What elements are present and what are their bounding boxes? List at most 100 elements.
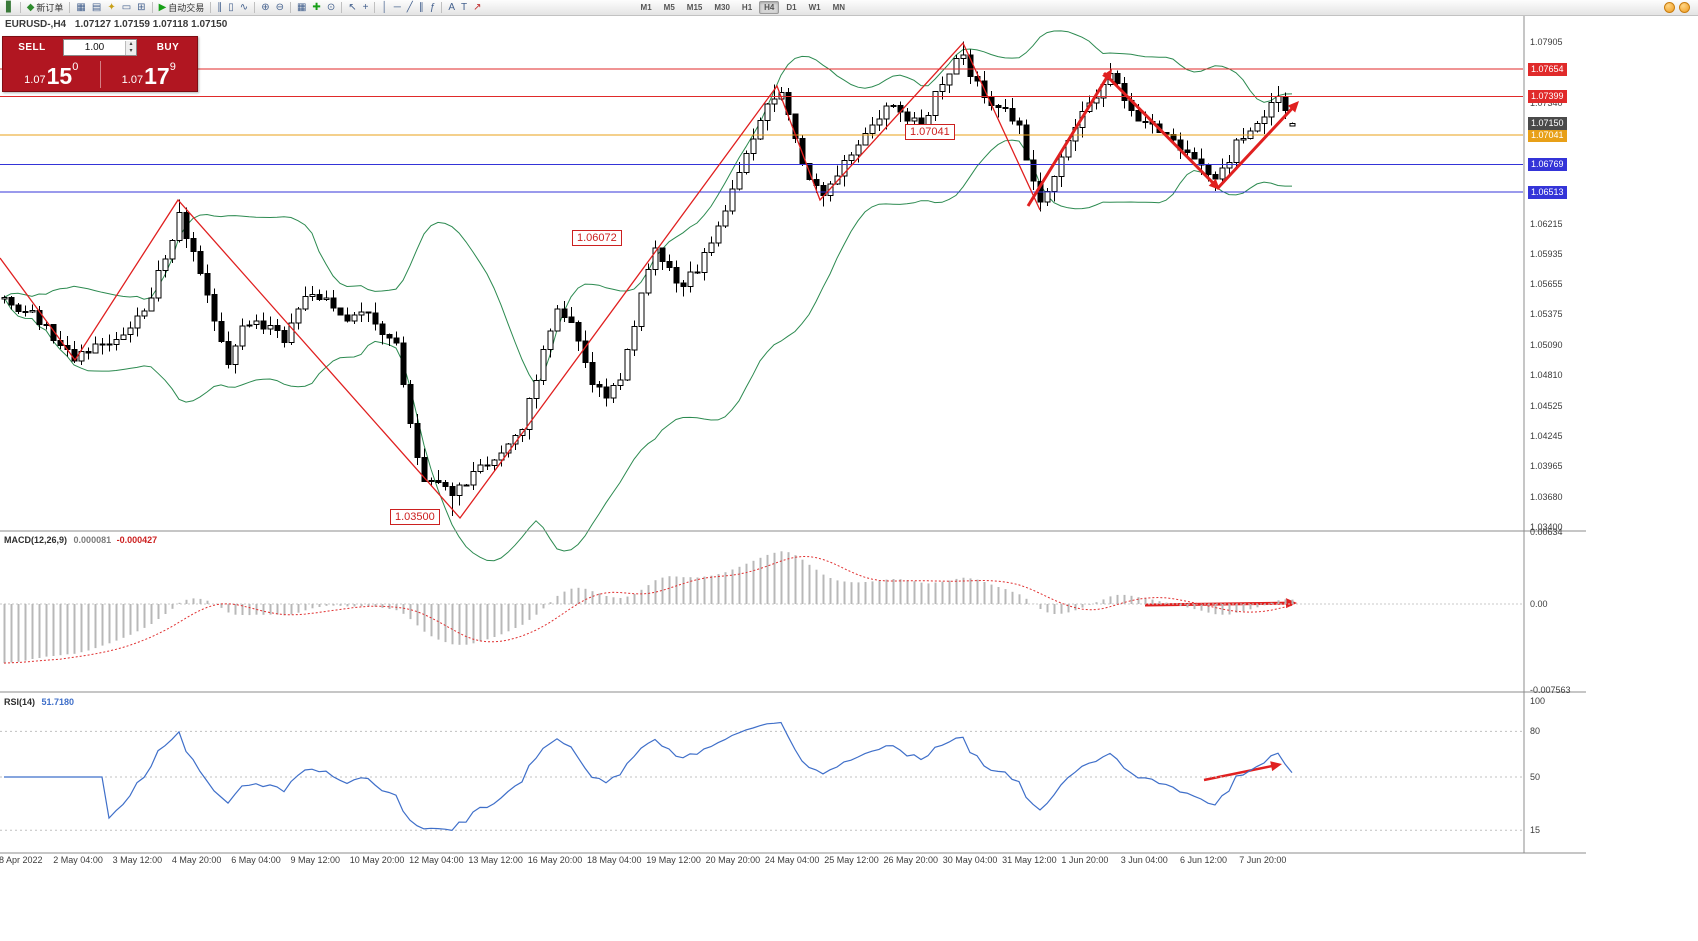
zoom-out-icon[interactable]: ⊖ [273, 1, 287, 15]
data-window-icon-glyph: ▤ [91, 2, 102, 13]
status-icon-2[interactable] [1679, 2, 1690, 13]
navigator-icon[interactable]: ✦ [104, 1, 118, 15]
trend-arrows[interactable] [1026, 69, 1299, 782]
label-icon[interactable]: T [458, 1, 470, 15]
channel-icon[interactable]: ∥ [416, 1, 427, 15]
bollinger-bands [3, 30, 1293, 562]
ohlc-values: 1.07127 1.07159 1.07118 1.07150 [74, 19, 228, 30]
chart-window-icon[interactable]: ▋ [3, 1, 17, 15]
time-tick: 24 May 04:00 [764, 855, 820, 865]
status-icon-1[interactable] [1664, 2, 1675, 13]
rsi-name: RSI(14) [4, 697, 36, 707]
crosshair-icon[interactable]: + [360, 1, 372, 15]
timeframe-mn-button[interactable]: MN [832, 3, 846, 12]
toolbar-separator [151, 2, 153, 13]
horizontal-line-icon[interactable]: ─ [391, 1, 404, 15]
timeframe-h4-button[interactable]: H4 [759, 1, 780, 14]
timeframe-m30-button[interactable]: M30 [714, 3, 730, 12]
zoom-in-icon[interactable]: ⊕ [258, 1, 272, 15]
time-tick: 4 May 20:00 [171, 855, 222, 865]
cursor-icon[interactable]: ↖ [345, 1, 359, 15]
vertical-line-icon[interactable]: │ [378, 1, 390, 15]
sell-button[interactable]: SELL [3, 37, 61, 58]
timeframe-d1-button[interactable]: D1 [786, 3, 797, 12]
indicators-icon[interactable]: ✚ [309, 1, 323, 15]
price-tick: 1.03680 [1530, 492, 1563, 502]
price-callout[interactable]: 1.03500 [390, 509, 440, 525]
macd-plot [0, 551, 1523, 664]
zoom-in-icon-glyph: ⊕ [261, 2, 270, 13]
data-window-icon[interactable]: ▤ [89, 1, 104, 15]
autotrading-button[interactable]: ▶ 自动交易 [156, 1, 208, 15]
time-tick: 13 May 12:00 [468, 855, 523, 865]
buy-price-point: 9 [169, 61, 176, 73]
new-order-button[interactable]: ◆ 新订单 [24, 1, 67, 15]
time-tick: 9 May 12:00 [290, 855, 341, 865]
vertical-line-icon-glyph: │ [381, 2, 388, 13]
timeframe-toolbar: M1 M5 M15 M30 H1 H4 D1 W1 MN [635, 1, 852, 14]
line-chart-icon[interactable]: ∿ [237, 1, 251, 15]
market-watch-icon[interactable]: ▦ [73, 1, 88, 15]
bar-chart-icon[interactable]: ∥ [214, 1, 225, 15]
timeframe-m15-button[interactable]: M15 [686, 3, 703, 12]
one-click-trading-panel: SELL 1.00 ▴ ▾ BUY 1.07 15 0 1.07 17 9 [2, 36, 198, 92]
macd-signal-value: -0.000427 [116, 535, 158, 545]
volume-up-button[interactable]: ▴ [126, 40, 136, 48]
toolbar-separator [254, 2, 256, 13]
macd-name: MACD(12,26,9) [4, 535, 68, 545]
buy-price-pips: 17 [144, 63, 170, 89]
time-periods-icon[interactable]: ⊙ [324, 1, 338, 15]
macd-axis-tick: 0.00 [1530, 599, 1548, 609]
trendline-icon[interactable]: ╱ [404, 1, 416, 15]
time-tick: 18 May 04:00 [587, 855, 642, 865]
candlestick-chart-icon[interactable]: ▯ [225, 1, 237, 15]
price-callout[interactable]: 1.07041 [905, 124, 955, 140]
rsi-axis-tick: 15 [1530, 825, 1541, 835]
buy-price-button[interactable]: 1.07 17 9 [101, 58, 198, 91]
zigzag-line[interactable] [0, 41, 1041, 520]
rsi-plot [0, 721, 1523, 832]
price-axis[interactable]: 1.07905 1.07340 1.06215 1.05935 1.05655 1.053… [1527, 0, 1599, 870]
channel-icon-glyph: ∥ [418, 2, 424, 13]
time-tick: 28 Apr 2022 [0, 855, 43, 865]
terminal-icon-glyph: ▭ [121, 2, 132, 13]
sell-price-button[interactable]: 1.07 15 0 [3, 58, 100, 91]
strategy-tester-icon[interactable]: ⊞ [134, 1, 148, 15]
chart-window-icon-glyph: ▋ [6, 2, 14, 13]
sell-button-label: SELL [18, 42, 46, 53]
fibonacci-icon[interactable]: ƒ [427, 1, 439, 15]
price-tick: 1.03965 [1530, 461, 1563, 471]
toolbar-separator [69, 2, 71, 13]
time-tick: 3 Jun 04:00 [1120, 855, 1168, 865]
horizontal-level-lines[interactable] [0, 68, 1523, 193]
toolbar-right-icons [1664, 2, 1690, 13]
time-tick: 31 May 12:00 [1002, 855, 1057, 865]
tile-windows-icon[interactable]: ▦ [294, 1, 309, 15]
price-tick: 1.04245 [1530, 431, 1563, 441]
price-tick: 1.07905 [1530, 37, 1563, 47]
buy-button[interactable]: BUY [139, 37, 197, 58]
time-axis[interactable]: 28 Apr 2022 2 May 04:00 3 May 12:00 4 May 2… [0, 855, 1698, 869]
price-callout[interactable]: 1.06072 [572, 230, 622, 246]
rsi-indicator-label: RSI(14) 51.7180 [4, 697, 74, 707]
price-level-badge: 1.07399 [1528, 90, 1567, 103]
time-tick: 1 Jun 20:00 [1061, 855, 1109, 865]
price-level-badge: 1.06513 [1528, 186, 1567, 199]
time-tick: 25 May 12:00 [824, 855, 879, 865]
macd-axis-tick: -0.007563 [1530, 685, 1571, 695]
arrows-icon[interactable]: ↗ [470, 1, 484, 15]
volume-input[interactable]: 1.00 ▴ ▾ [63, 39, 137, 56]
volume-down-button[interactable]: ▾ [126, 47, 136, 55]
price-tick: 1.03400 [1530, 522, 1563, 532]
terminal-icon[interactable]: ▭ [119, 1, 134, 15]
macd-main-value: 0.000081 [73, 535, 112, 545]
time-tick: 10 May 20:00 [349, 855, 405, 865]
new-order-glyph: ◆ [26, 2, 35, 13]
timeframe-h1-button[interactable]: H1 [741, 3, 753, 12]
text-icon[interactable]: A [445, 1, 458, 15]
timeframe-w1-button[interactable]: W1 [808, 3, 821, 12]
time-periods-icon-glyph: ⊙ [326, 2, 336, 13]
timeframe-m5-button[interactable]: M5 [663, 3, 675, 12]
timeframe-m1-button[interactable]: M1 [640, 3, 652, 12]
